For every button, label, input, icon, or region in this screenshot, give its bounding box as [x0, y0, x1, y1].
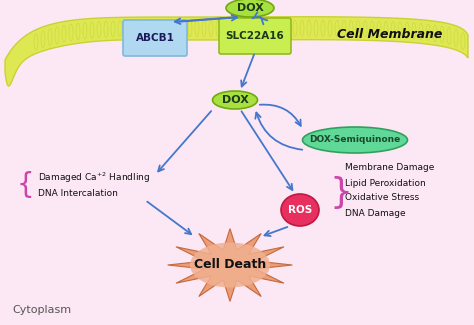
- FancyBboxPatch shape: [219, 18, 291, 54]
- Text: Membrane Damage: Membrane Damage: [345, 163, 434, 173]
- Ellipse shape: [212, 91, 257, 109]
- Text: ABCB1: ABCB1: [136, 33, 174, 43]
- Text: {: {: [321, 173, 345, 207]
- Polygon shape: [168, 228, 292, 301]
- Text: DOX-Semiquinone: DOX-Semiquinone: [310, 136, 401, 145]
- Ellipse shape: [302, 127, 408, 153]
- Text: DNA Damage: DNA Damage: [345, 209, 406, 217]
- Text: Lipid Peroxidation: Lipid Peroxidation: [345, 178, 426, 188]
- Text: SLC22A16: SLC22A16: [226, 31, 284, 41]
- Ellipse shape: [281, 194, 319, 226]
- Text: Cell Death: Cell Death: [194, 258, 266, 271]
- Text: Cytoplasm: Cytoplasm: [12, 305, 71, 315]
- Text: {: {: [16, 171, 34, 199]
- Ellipse shape: [190, 242, 270, 288]
- Polygon shape: [5, 17, 468, 86]
- FancyBboxPatch shape: [123, 20, 187, 56]
- Text: DOX: DOX: [237, 3, 264, 13]
- Text: ROS: ROS: [288, 205, 312, 215]
- Text: DOX: DOX: [221, 95, 248, 105]
- Text: Cell Membrane: Cell Membrane: [337, 29, 443, 42]
- Text: Damaged Ca$^{+2}$ Handling: Damaged Ca$^{+2}$ Handling: [38, 171, 150, 185]
- Ellipse shape: [226, 0, 274, 17]
- Text: Oxidative Stress: Oxidative Stress: [345, 193, 419, 202]
- Text: DNA Intercalation: DNA Intercalation: [38, 189, 118, 199]
